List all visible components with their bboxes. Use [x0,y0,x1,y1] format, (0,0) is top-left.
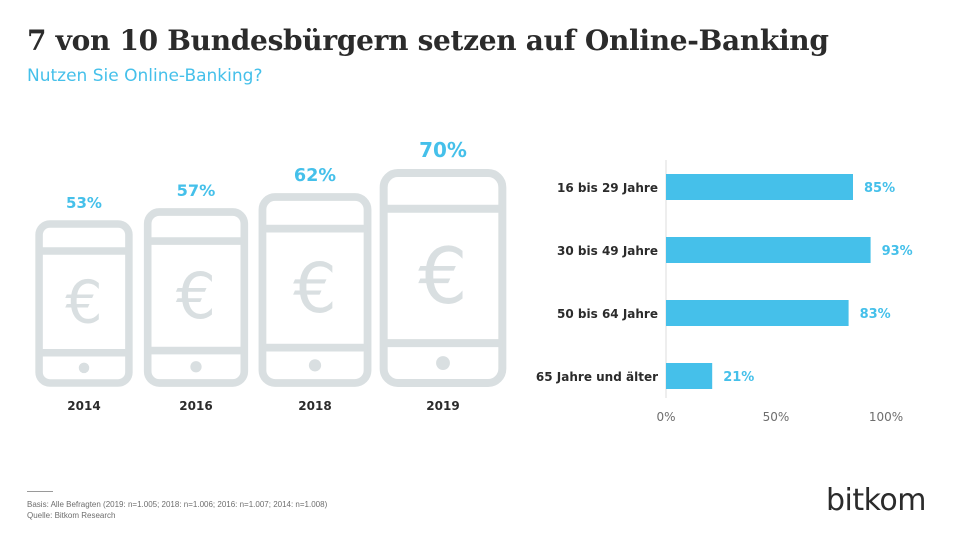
smartphone-icon: € [35,220,133,387]
footnote-divider [27,491,53,492]
phone-home-button [436,356,450,370]
phone-home-button [78,362,90,374]
euro-icon: € [293,249,337,329]
bar [666,237,871,263]
year-label: 2016 [179,399,212,413]
x-tick-label: 100% [869,410,903,424]
euro-icon: € [176,259,216,333]
phone-body [379,169,507,387]
bar-value-label: 93% [882,244,913,259]
age-group-bar-chart: 85% 16 bis 29 Jahre 93% 30 bis 49 Jahre 83% 5… [536,160,913,424]
value-label: 62% [294,166,337,186]
category-label: 16 bis 29 Jahre [557,181,658,195]
footnote-source: Quelle: Bitkom Research [27,511,116,520]
bar [666,174,853,200]
category-label: 30 bis 49 Jahre [557,244,658,258]
chart-title: 7 von 10 Bundesbürgern setzen auf Online… [27,24,829,57]
phone-body [258,193,372,387]
year-label: 2018 [298,399,331,413]
bar [666,300,849,326]
x-tick-label: 50% [763,410,790,424]
euro-icon: € [418,232,467,322]
value-label: 70% [419,138,467,162]
bar-value-label: 83% [860,307,891,322]
smartphone-pictogram-chart: €53% 2014 €57% 2016 €62% 2018 €70% 2019 [35,138,507,413]
footnote-basis: Basis: Alle Befragten (2019: n=1.005; 20… [27,500,328,509]
chart-subtitle: Nutzen Sie Online-Banking? [27,66,263,86]
value-label: 53% [66,194,102,212]
bar [666,363,713,389]
phone-body [35,220,133,387]
year-label: 2019 [426,399,459,413]
smartphone-icon: € [143,208,249,387]
phone-home-button [190,361,202,373]
smartphone-icon: € [379,169,507,387]
year-label: 2014 [67,399,100,413]
bar-value-label: 21% [723,370,754,385]
category-label: 65 Jahre und älter [536,370,658,384]
phone-home-button [308,359,322,372]
bitkom-logo: bitkom [825,483,927,518]
x-tick-label: 0% [656,410,675,424]
smartphone-icon: € [258,193,372,387]
bar-value-label: 85% [864,181,895,196]
phone-body [143,208,249,387]
euro-icon: € [65,268,102,337]
value-label: 57% [177,181,216,200]
category-label: 50 bis 64 Jahre [557,307,658,321]
